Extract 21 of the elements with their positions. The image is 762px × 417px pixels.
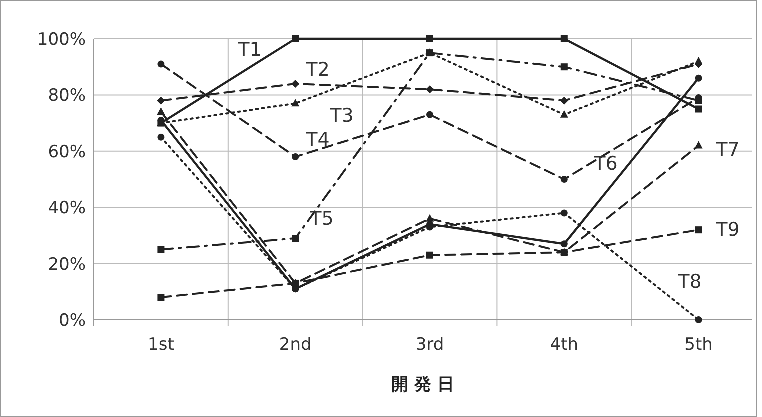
- series-label: T9: [715, 219, 740, 241]
- x-axis-title: 開 発 日: [392, 375, 454, 395]
- series-label: T8: [677, 271, 702, 293]
- y-tick-label: 60%: [48, 142, 86, 162]
- x-tick-label: 3rd: [416, 335, 444, 355]
- x-tick-label: 1st: [148, 335, 175, 355]
- series-label: T5: [309, 208, 334, 230]
- x-tick-label: 4th: [550, 335, 579, 355]
- series-label: T2: [305, 59, 330, 81]
- series-label: T1: [237, 39, 262, 61]
- y-tick-label: 40%: [48, 198, 86, 219]
- y-tick-label: 20%: [48, 254, 86, 275]
- series-label: T3: [329, 105, 354, 127]
- series-label: T7: [715, 139, 740, 161]
- y-tick-label: 100%: [37, 30, 86, 50]
- x-tick-label: 2nd: [279, 335, 312, 355]
- series-label: T6: [593, 153, 618, 175]
- y-tick-label: 0%: [59, 310, 86, 331]
- x-tick-label: 5th: [684, 335, 713, 355]
- y-tick-label: 80%: [48, 86, 86, 106]
- series-label: T4: [305, 129, 330, 151]
